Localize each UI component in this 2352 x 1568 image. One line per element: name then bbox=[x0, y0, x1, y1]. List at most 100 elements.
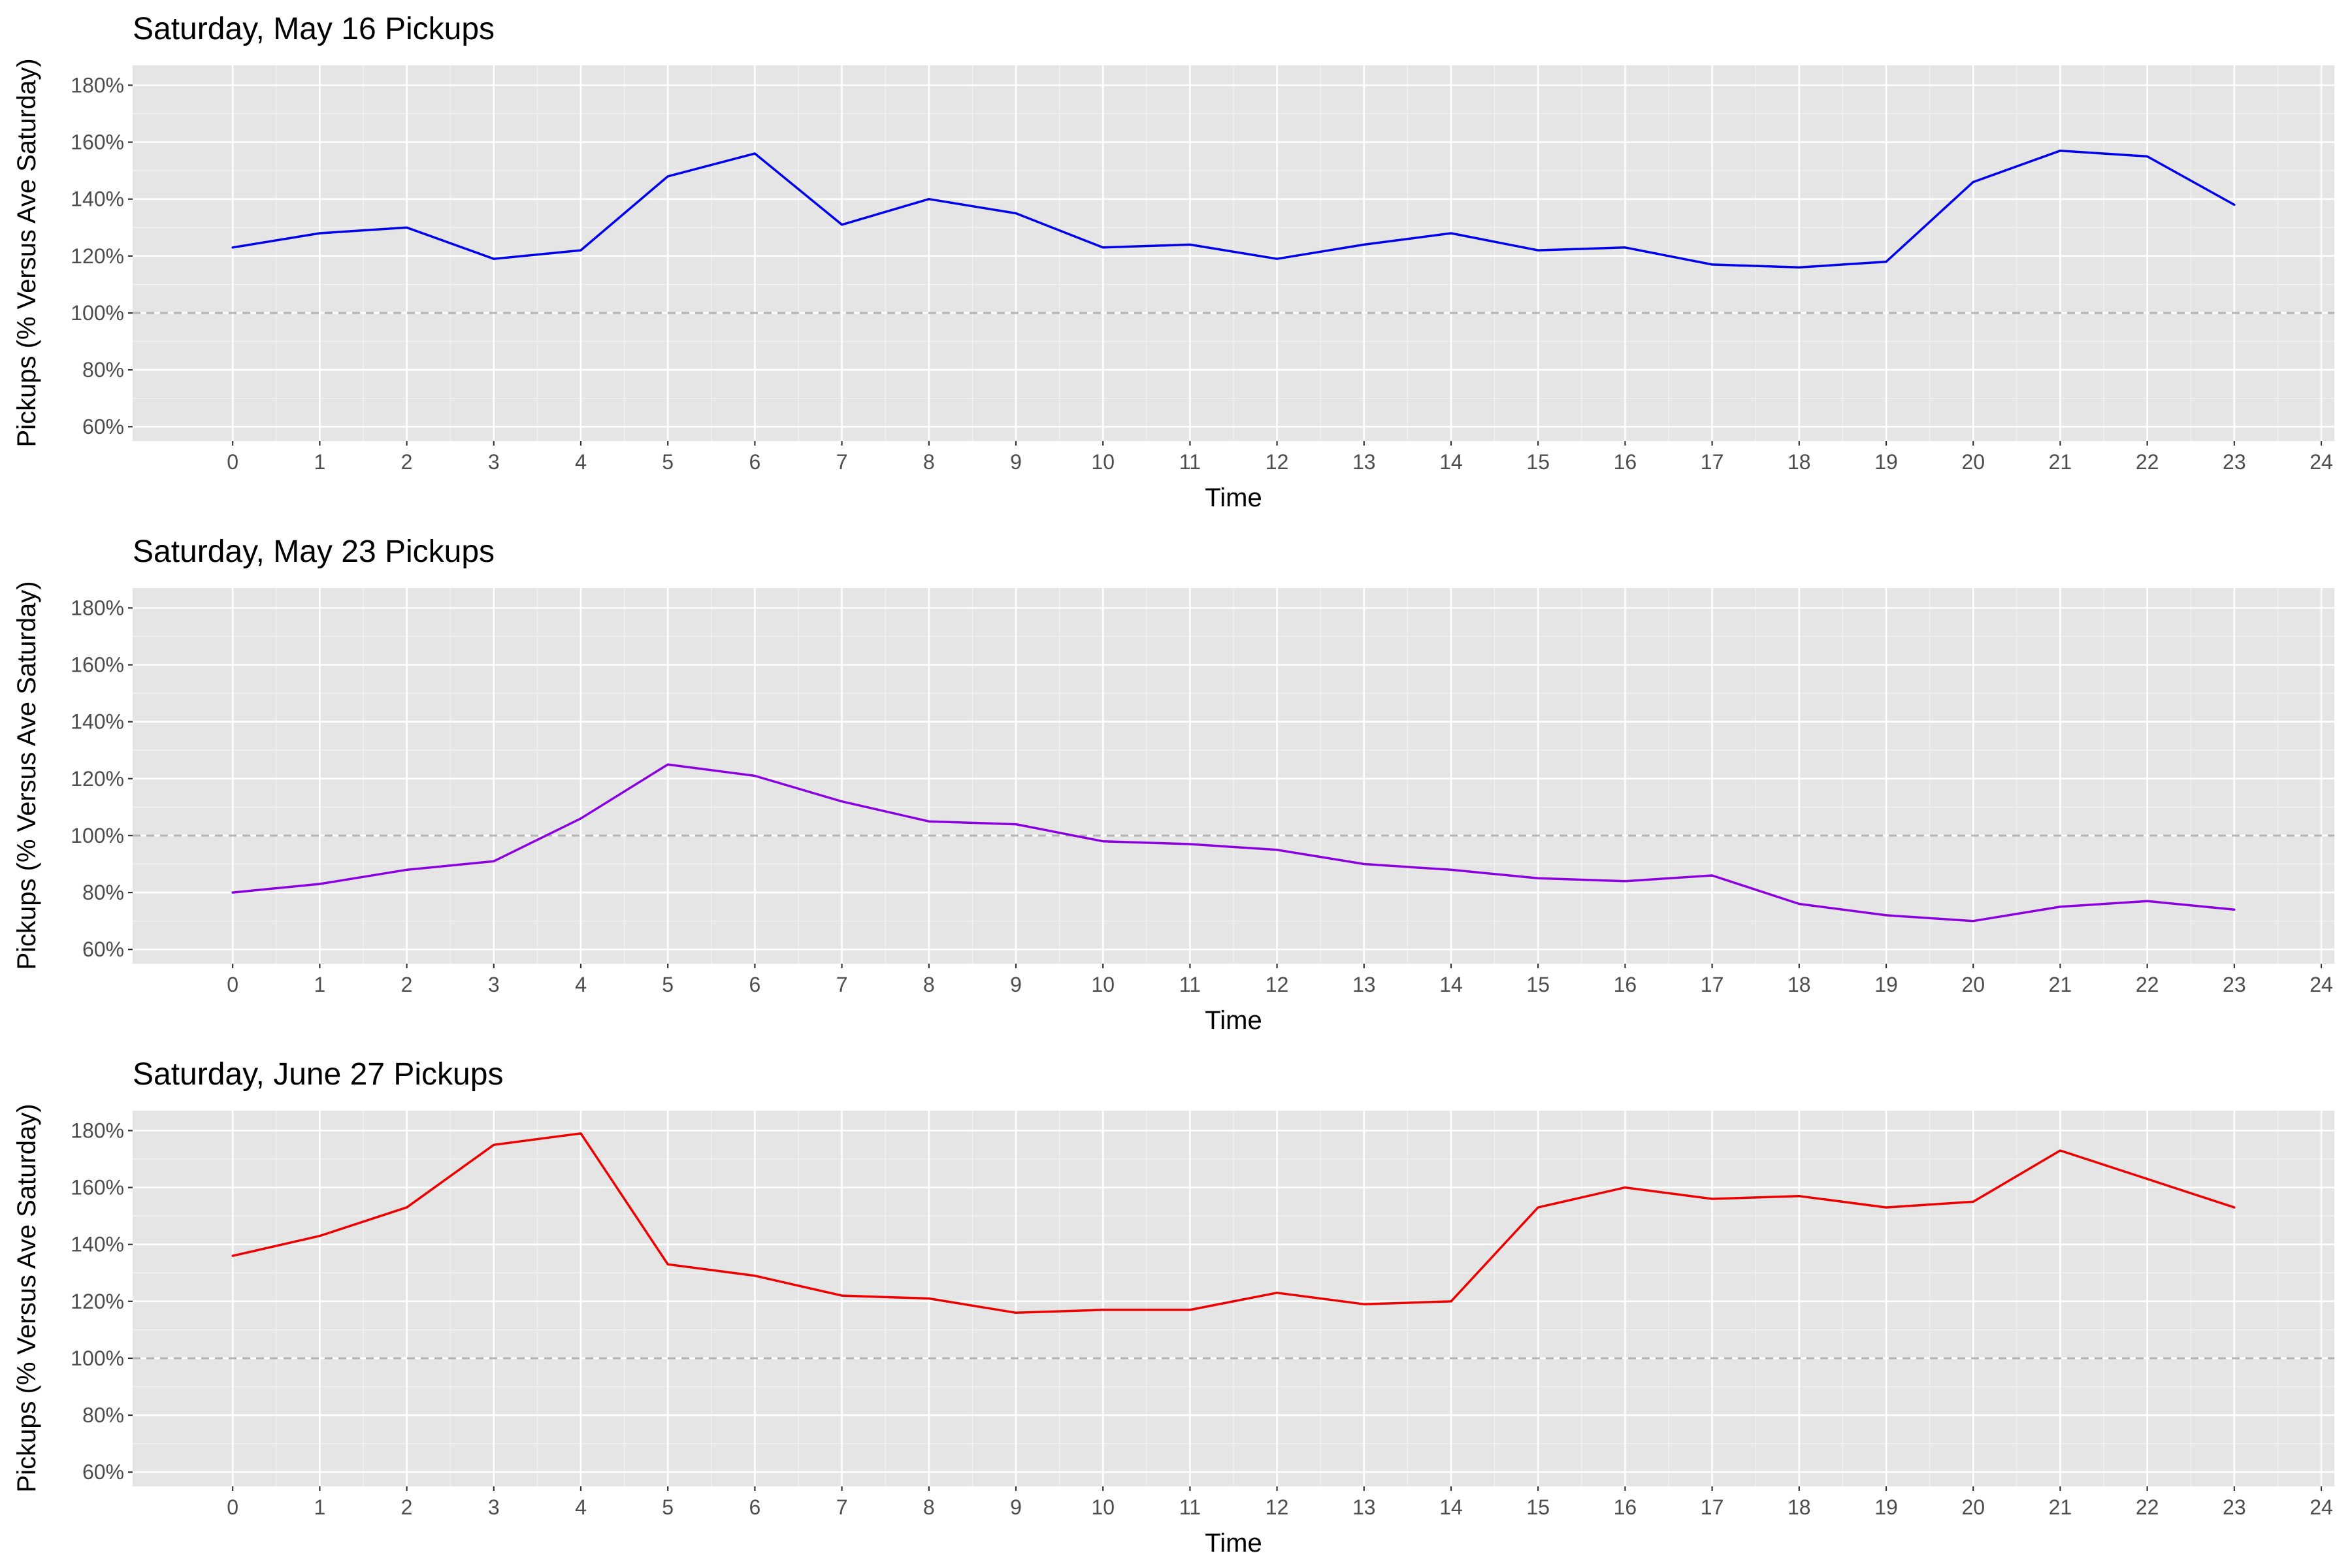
x-tick-label: 7 bbox=[836, 450, 848, 474]
x-tick-label: 18 bbox=[1788, 973, 1811, 996]
series-line bbox=[231, 1132, 2236, 1315]
x-tick-label: 16 bbox=[1614, 450, 1637, 474]
x-tick-label: 24 bbox=[2310, 450, 2333, 474]
x-tick-label: 2 bbox=[401, 973, 413, 996]
x-tick-label: 8 bbox=[923, 1495, 935, 1519]
x-tick-label: 8 bbox=[923, 450, 935, 474]
x-tick-label: 9 bbox=[1010, 973, 1022, 996]
x-tick-label: 2 bbox=[401, 1495, 413, 1519]
x-tick-label: 0 bbox=[227, 1495, 238, 1519]
x-tick-label: 12 bbox=[1266, 450, 1289, 474]
x-tick-label: 6 bbox=[749, 973, 760, 996]
x-tick-label: 20 bbox=[1961, 973, 1985, 996]
y-tick-label: 120% bbox=[71, 244, 124, 268]
x-tick-label: 21 bbox=[2049, 973, 2072, 996]
x-tick-label: 10 bbox=[1091, 450, 1115, 474]
x-tick-label: 6 bbox=[749, 1495, 760, 1519]
y-tick-label: 80% bbox=[82, 881, 124, 904]
plot-area: 60%80%100%120%140%160%180%0 1 2 3 4 5 6 7 8 9 10 11… bbox=[71, 65, 2334, 474]
plot-title: Saturday, May 16 Pickups bbox=[133, 12, 495, 46]
x-tick-label: 23 bbox=[2223, 973, 2246, 996]
x-tick-label: 17 bbox=[1701, 973, 1724, 996]
x-tick-label: 13 bbox=[1352, 450, 1376, 474]
x-tick-label: 24 bbox=[2310, 1495, 2333, 1519]
x-tick-label: 14 bbox=[1439, 450, 1463, 474]
x-tick-label: 12 bbox=[1266, 973, 1289, 996]
x-tick-label: 7 bbox=[836, 973, 848, 996]
x-tick-label: 11 bbox=[1179, 450, 1201, 474]
x-tick-label: 17 bbox=[1701, 450, 1724, 474]
x-axis-title: Time bbox=[1205, 1529, 1262, 1558]
y-tick-label: 60% bbox=[82, 1460, 124, 1484]
y-tick-label: 60% bbox=[82, 415, 124, 438]
x-tick-label: 21 bbox=[2049, 450, 2072, 474]
x-tick-label: 19 bbox=[1874, 1495, 1898, 1519]
series-line bbox=[231, 149, 2236, 269]
x-tick-label: 19 bbox=[1874, 450, 1898, 474]
x-tick-label: 23 bbox=[2223, 1495, 2246, 1519]
y-tick-label: 140% bbox=[71, 188, 124, 211]
panel-3: Saturday, June 27 Pickups Pickups (% Ver… bbox=[12, 1057, 2334, 1558]
x-tick-label: 20 bbox=[1961, 1495, 1985, 1519]
x-tick-label: 10 bbox=[1091, 973, 1115, 996]
x-tick-label: 9 bbox=[1010, 450, 1022, 474]
y-tick-label: 140% bbox=[71, 1233, 124, 1256]
x-tick-label: 3 bbox=[488, 1495, 500, 1519]
x-tick-label: 3 bbox=[488, 450, 500, 474]
x-tick-label: 18 bbox=[1788, 450, 1811, 474]
x-tick-label: 4 bbox=[575, 973, 587, 996]
panel-2: Saturday, May 23 Pickups Pickups (% Vers… bbox=[12, 534, 2334, 1035]
y-tick-label: 160% bbox=[71, 131, 124, 154]
y-tick-label: 180% bbox=[71, 73, 124, 97]
x-tick-label: 8 bbox=[923, 973, 935, 996]
x-tick-label: 14 bbox=[1439, 1495, 1463, 1519]
y-axis-title: Pickups (% Versus Ave Saturday) bbox=[12, 1103, 41, 1492]
y-tick-label: 120% bbox=[71, 767, 124, 791]
x-tick-label: 18 bbox=[1788, 1495, 1811, 1519]
y-tick-label: 80% bbox=[82, 1403, 124, 1427]
x-tick-label: 7 bbox=[836, 1495, 848, 1519]
y-tick-label: 140% bbox=[71, 710, 124, 734]
y-tick-label: 100% bbox=[71, 301, 124, 325]
x-tick-label: 12 bbox=[1266, 1495, 1289, 1519]
x-tick-label: 5 bbox=[662, 973, 674, 996]
x-tick-label: 5 bbox=[662, 1495, 674, 1519]
x-tick-label: 4 bbox=[575, 450, 587, 474]
y-tick-label: 180% bbox=[71, 596, 124, 619]
x-tick-label: 22 bbox=[2136, 450, 2159, 474]
x-tick-label: 16 bbox=[1614, 973, 1637, 996]
x-tick-label: 22 bbox=[2136, 1495, 2159, 1519]
x-tick-label: 17 bbox=[1701, 1495, 1724, 1519]
series-line bbox=[231, 763, 2236, 923]
x-tick-label: 19 bbox=[1874, 973, 1898, 996]
x-tick-label: 10 bbox=[1091, 1495, 1115, 1519]
y-tick-label: 160% bbox=[71, 653, 124, 677]
x-tick-label: 15 bbox=[1526, 973, 1550, 996]
plot-title: Saturday, June 27 Pickups bbox=[133, 1057, 503, 1092]
x-tick-label: 1 bbox=[314, 450, 325, 474]
x-tick-label: 24 bbox=[2310, 973, 2333, 996]
x-tick-label: 15 bbox=[1526, 450, 1550, 474]
x-tick-label: 15 bbox=[1526, 1495, 1550, 1519]
x-tick-label: 0 bbox=[227, 973, 238, 996]
x-tick-label: 0 bbox=[227, 450, 238, 474]
y-axis-title: Pickups (% Versus Ave Saturday) bbox=[12, 58, 41, 447]
y-tick-label: 180% bbox=[71, 1119, 124, 1142]
plot-title: Saturday, May 23 Pickups bbox=[133, 534, 495, 569]
x-axis-title: Time bbox=[1205, 483, 1262, 512]
x-tick-label: 13 bbox=[1352, 1495, 1376, 1519]
x-tick-label: 5 bbox=[662, 450, 674, 474]
y-tick-label: 60% bbox=[82, 938, 124, 961]
x-tick-label: 4 bbox=[575, 1495, 587, 1519]
y-tick-label: 100% bbox=[71, 824, 124, 847]
x-tick-label: 1 bbox=[314, 1495, 325, 1519]
x-tick-label: 6 bbox=[749, 450, 760, 474]
x-tick-label: 11 bbox=[1179, 1495, 1201, 1519]
x-tick-label: 2 bbox=[401, 450, 413, 474]
x-tick-label: 13 bbox=[1352, 973, 1376, 996]
x-tick-label: 11 bbox=[1179, 973, 1201, 996]
y-tick-label: 80% bbox=[82, 358, 124, 382]
x-tick-label: 22 bbox=[2136, 973, 2159, 996]
x-tick-label: 14 bbox=[1439, 973, 1463, 996]
